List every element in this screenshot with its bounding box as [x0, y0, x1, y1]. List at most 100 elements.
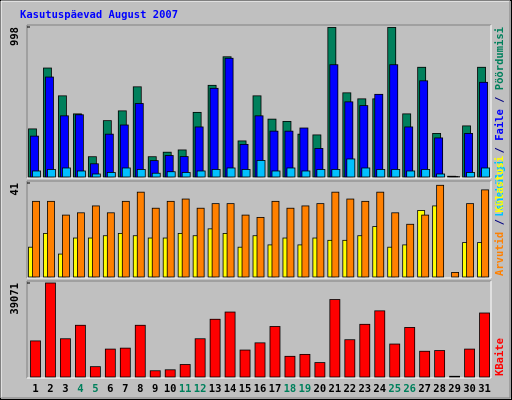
bar	[211, 203, 220, 278]
bar	[104, 348, 116, 378]
bar	[464, 348, 475, 378]
x-tick-label: 25	[388, 383, 401, 395]
bar	[136, 169, 146, 178]
bar	[181, 198, 190, 278]
bar	[241, 214, 250, 278]
bar	[376, 169, 386, 178]
x-tick-label: 23	[358, 383, 371, 395]
bar	[404, 126, 414, 178]
bar	[151, 207, 160, 278]
bar	[316, 169, 326, 178]
bar	[45, 282, 56, 378]
x-tick-label: 30	[463, 383, 476, 395]
bar	[194, 338, 206, 378]
bar	[256, 216, 265, 278]
bar	[481, 167, 490, 178]
x-tick-label: 3	[62, 383, 68, 395]
bar	[166, 171, 176, 178]
bar	[256, 160, 266, 178]
x-tick-label: 21	[329, 383, 342, 395]
legend-separator: /	[494, 90, 506, 109]
legend-entry: KBaite	[494, 338, 506, 376]
bar	[479, 312, 490, 378]
bar	[164, 369, 176, 378]
bar	[391, 169, 401, 178]
bar	[331, 169, 341, 178]
bar	[45, 76, 54, 178]
bar	[91, 173, 101, 178]
bar	[224, 311, 236, 378]
bar	[269, 326, 281, 378]
x-tick-label: 4	[77, 383, 83, 395]
bar	[224, 57, 234, 178]
chart-title: Kasutuspäevad August 2007	[20, 9, 178, 21]
bar	[134, 324, 146, 378]
bar	[436, 173, 446, 178]
bar	[419, 350, 431, 378]
legend: Arvutid / Külastusi	[494, 156, 506, 276]
bar	[299, 353, 311, 378]
y-tick-label: 998	[9, 27, 21, 46]
bar	[301, 170, 311, 178]
bar	[344, 339, 356, 378]
bar	[391, 212, 400, 278]
bar	[361, 200, 370, 278]
x-tick-label: 11	[179, 383, 192, 395]
legend: Lehekülgi / Faile / Pöördumisi	[494, 27, 506, 217]
bar	[226, 167, 236, 178]
bar	[136, 191, 145, 278]
x-tick-label: 16	[254, 383, 267, 395]
bar	[196, 170, 206, 178]
bar	[241, 169, 251, 178]
bar	[209, 318, 221, 378]
bar	[299, 127, 309, 178]
bar	[149, 370, 161, 378]
bar	[436, 184, 445, 278]
bar	[47, 200, 55, 278]
bar	[479, 81, 488, 178]
x-tick-label: 15	[239, 383, 252, 395]
bar	[361, 167, 371, 178]
bar	[106, 212, 115, 278]
y-tick-label: 41	[9, 183, 21, 196]
bar	[196, 207, 205, 278]
x-tick-label: 26	[403, 383, 416, 395]
legend-separator: /	[494, 141, 506, 160]
bar	[179, 364, 191, 378]
x-tick-label: 8	[137, 383, 143, 395]
x-tick-label: 5	[92, 383, 98, 395]
x-tick-label: 9	[152, 383, 158, 395]
bar	[466, 172, 475, 178]
bar	[121, 200, 130, 278]
bar	[77, 170, 86, 178]
x-tick-label: 13	[209, 383, 222, 395]
x-tick-label: 7	[122, 383, 128, 395]
bar	[389, 343, 401, 378]
bar	[286, 167, 296, 178]
bar	[329, 299, 341, 378]
bar	[271, 170, 281, 178]
legend-separator: /	[494, 213, 506, 232]
bar	[421, 214, 430, 278]
bar	[60, 338, 71, 378]
bar	[434, 137, 444, 178]
bar	[404, 327, 416, 378]
bar	[374, 93, 384, 178]
x-tick-label: 6	[107, 383, 113, 395]
x-tick-label: 31	[478, 383, 491, 395]
bar	[226, 203, 235, 278]
x-tick-label: 10	[164, 383, 177, 395]
bar	[451, 272, 459, 278]
bar	[374, 310, 386, 378]
bar	[104, 133, 114, 178]
bar	[239, 349, 251, 378]
bar	[211, 169, 221, 178]
bar	[106, 172, 116, 178]
legend: KBaite	[494, 338, 506, 376]
x-tick-label: 18	[284, 383, 297, 395]
bar	[449, 375, 460, 378]
legend-entry: Külastusi	[494, 156, 506, 213]
x-tick-label: 19	[299, 383, 312, 395]
bar	[406, 170, 416, 178]
